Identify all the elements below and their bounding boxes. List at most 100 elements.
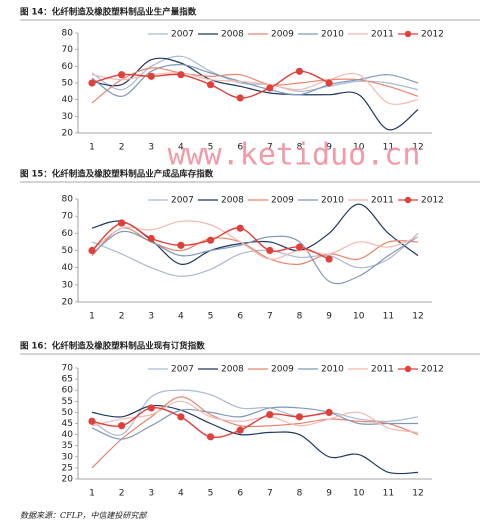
y-tick-label: 80 (62, 195, 74, 205)
x-tick-label: 7 (267, 489, 273, 499)
x-tick-label: 1 (89, 143, 95, 153)
x-tick-label: 12 (412, 143, 423, 153)
legend-label: 2011 (371, 365, 394, 375)
x-tick-label: 3 (148, 143, 154, 153)
legend-label: 2011 (371, 196, 394, 206)
point-marker (295, 67, 304, 75)
y-tick-label: 50 (62, 246, 74, 256)
x-tick-label: 5 (208, 489, 214, 499)
point-marker (325, 255, 333, 263)
point-marker (88, 417, 96, 425)
point-marker (206, 81, 215, 89)
y-tick-label: 60 (62, 229, 74, 239)
legend-label: 2007 (171, 30, 194, 40)
chart-title: 图 16：化纤制造及橡胶塑料制品业现有订货指数 (20, 341, 205, 352)
legend-label: 2012 (421, 30, 444, 40)
watermark: www.ketiduo.cn (168, 138, 421, 173)
y-tick-label: 60 (62, 386, 74, 396)
series-line (91, 227, 419, 266)
legend-label: 2009 (271, 30, 294, 40)
legend-label: 2007 (171, 196, 194, 206)
x-tick-label: 7 (267, 143, 273, 153)
x-tick-label: 9 (326, 143, 332, 153)
x-tick-label: 2 (119, 312, 125, 322)
series-line (91, 67, 419, 104)
point-marker (206, 236, 215, 244)
legend-label: 2007 (171, 365, 194, 375)
x-tick-label: 2 (119, 143, 125, 153)
point-marker (177, 71, 185, 79)
point-marker (266, 411, 274, 419)
y-tick-label: 30 (62, 280, 74, 290)
x-tick-label: 2 (119, 489, 125, 499)
y-tick-label: 25 (62, 463, 73, 473)
series-line (91, 406, 418, 440)
y-tick-label: 45 (62, 419, 73, 429)
legend-marker (404, 196, 412, 204)
chart-title: 图 14：化纤制造及橡胶塑料制品业生产量指数 (20, 7, 197, 18)
y-tick-label: 35 (62, 441, 73, 451)
point-marker (177, 413, 185, 421)
y-tick-label: 20 (62, 298, 74, 308)
point-marker (118, 71, 126, 79)
point-marker (295, 413, 304, 421)
legend-label: 2012 (421, 196, 444, 206)
x-tick-label: 11 (383, 489, 394, 499)
y-tick-label: 70 (62, 212, 74, 222)
x-tick-label: 8 (297, 489, 303, 499)
point-marker (147, 404, 155, 412)
point-marker (177, 241, 185, 249)
x-tick-label: 12 (412, 489, 423, 499)
point-marker (118, 422, 126, 430)
series-line (91, 203, 419, 265)
series-line (91, 57, 419, 131)
x-tick-label: 10 (353, 143, 365, 153)
x-tick-label: 7 (267, 312, 273, 322)
legend-label: 2008 (221, 365, 244, 375)
legend-marker (404, 30, 412, 38)
y-tick-label: 70 (62, 45, 74, 55)
series-line (91, 220, 419, 260)
legend-label: 2010 (321, 30, 344, 40)
x-tick-label: 4 (178, 143, 184, 153)
legend-label: 2008 (221, 30, 244, 40)
point-marker (236, 224, 244, 232)
point-marker (295, 243, 304, 251)
legend-label: 2008 (221, 196, 244, 206)
point-marker (236, 94, 244, 102)
x-tick-label: 1 (89, 489, 95, 499)
y-tick-label: 65 (62, 375, 73, 385)
legend-label: 2010 (321, 365, 344, 375)
point-marker (118, 219, 126, 227)
point-marker (266, 246, 274, 255)
legend-label: 2009 (271, 365, 294, 375)
x-tick-label: 6 (237, 489, 243, 499)
legend-label: 2009 (271, 196, 294, 206)
x-tick-label: 11 (383, 312, 394, 322)
x-tick-label: 10 (353, 489, 365, 499)
x-tick-label: 8 (297, 143, 303, 153)
legend-label: 2011 (371, 30, 394, 40)
y-tick-label: 30 (62, 452, 74, 462)
y-tick-label: 60 (62, 62, 74, 72)
x-tick-label: 12 (412, 312, 423, 322)
series-line (91, 396, 419, 469)
y-tick-label: 50 (62, 408, 74, 418)
point-marker (325, 408, 333, 416)
series-line (91, 389, 419, 436)
x-tick-label: 4 (178, 312, 184, 322)
point-marker (88, 246, 96, 255)
x-tick-label: 6 (237, 143, 243, 153)
point-marker (88, 79, 96, 87)
legend-label: 2012 (421, 365, 444, 375)
y-tick-label: 40 (62, 430, 74, 440)
x-tick-label: 3 (148, 312, 154, 322)
legend-marker (404, 365, 412, 373)
y-tick-label: 40 (62, 263, 74, 273)
x-tick-label: 10 (353, 312, 365, 322)
point-marker (206, 433, 215, 441)
y-tick-label: 20 (62, 129, 74, 139)
point-marker (236, 426, 244, 434)
point-marker (266, 84, 274, 92)
